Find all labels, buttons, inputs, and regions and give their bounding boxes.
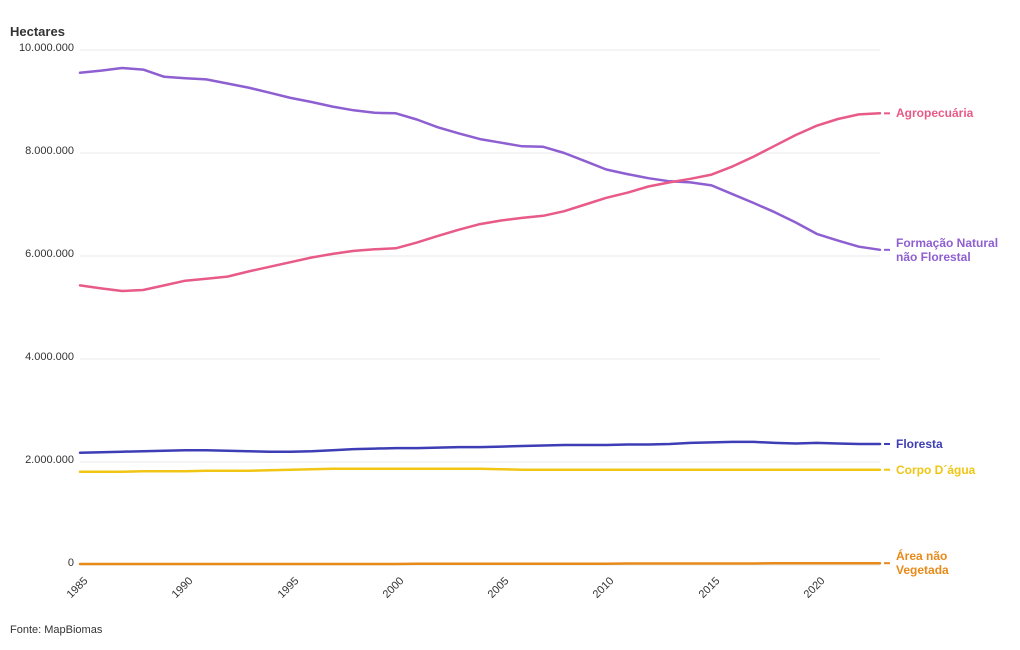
- series-area_nao_vegetada: [80, 563, 880, 564]
- series-floresta: [80, 442, 880, 453]
- series-label-formacao_natural: Formação Naturalnão Florestal: [896, 237, 998, 265]
- source-text: Fonte: MapBiomas: [10, 624, 102, 636]
- y-tick-label: 6.000.000: [25, 248, 74, 260]
- series-label-floresta: Floresta: [896, 438, 943, 452]
- y-tick-label: 4.000.000: [25, 351, 74, 363]
- y-tick-label: 0: [68, 557, 74, 569]
- series-corpo_dagua: [80, 469, 880, 472]
- y-tick-label: 10.000.000: [19, 42, 74, 54]
- series-label-area_nao_vegetada: Área nãoVegetada: [896, 550, 949, 578]
- chart-container: Hectares 02.000.0004.000.0006.000.0008.0…: [0, 0, 1020, 650]
- series-label-corpo_dagua: Corpo D´água: [896, 464, 975, 478]
- series-label-agropecuaria: Agropecuária: [896, 107, 973, 121]
- series-formacao_natural: [80, 68, 880, 250]
- y-tick-label: 8.000.000: [25, 145, 74, 157]
- y-tick-label: 2.000.000: [25, 454, 74, 466]
- chart-plot-area: [0, 0, 1020, 650]
